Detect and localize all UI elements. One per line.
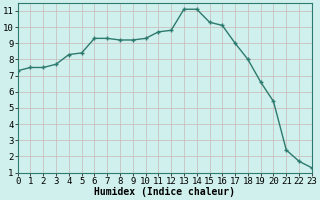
X-axis label: Humidex (Indice chaleur): Humidex (Indice chaleur)	[94, 187, 235, 197]
